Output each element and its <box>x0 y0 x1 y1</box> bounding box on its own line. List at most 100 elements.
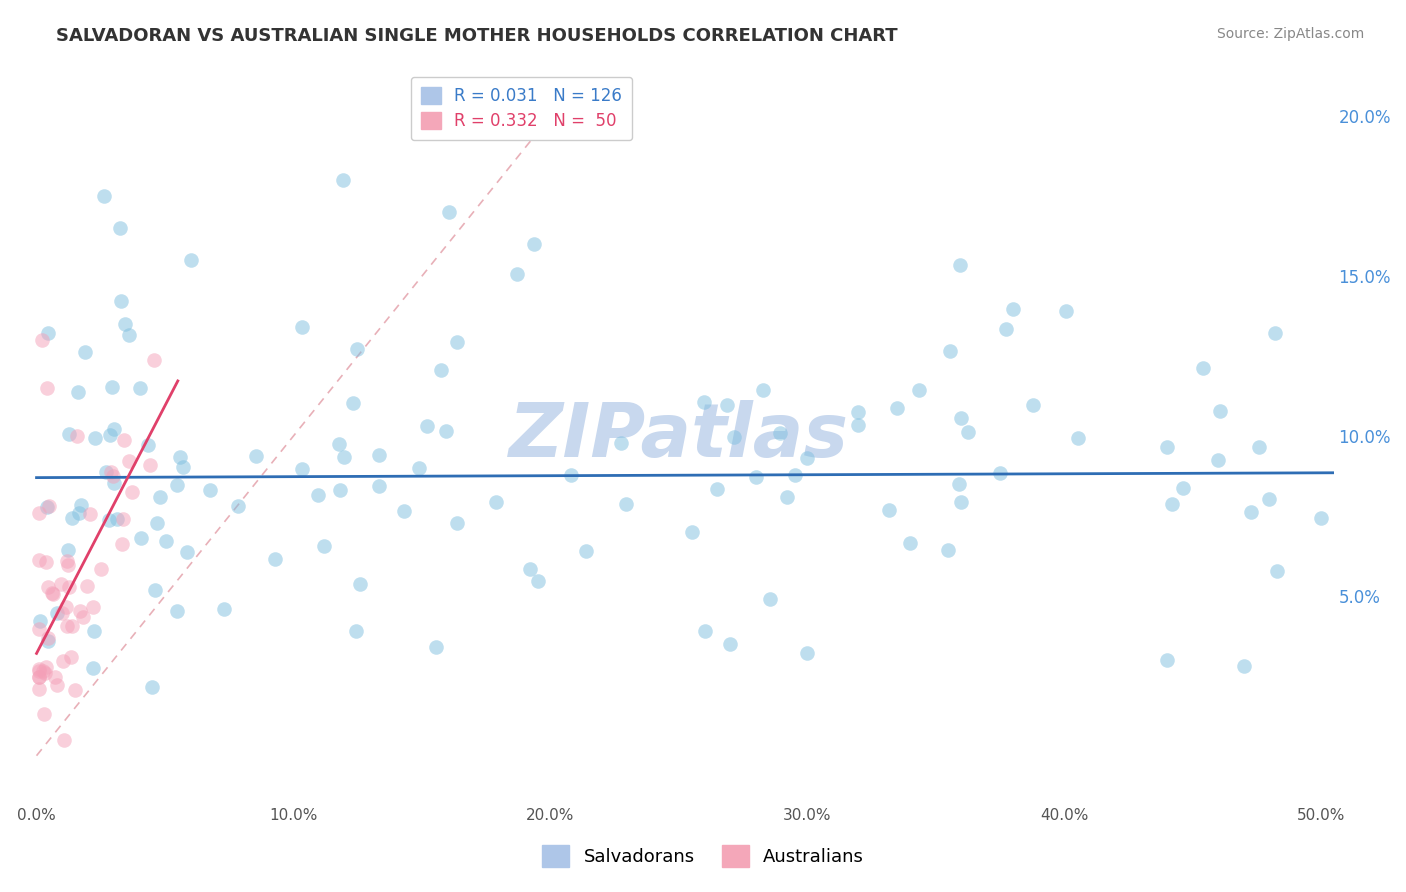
Point <box>796 647 818 661</box>
Point <box>560 468 582 483</box>
Point <box>180 253 202 268</box>
Point <box>46 678 69 692</box>
Point <box>145 516 167 531</box>
Point <box>1209 404 1232 418</box>
Point <box>307 488 329 502</box>
Point <box>56 558 79 572</box>
Point <box>70 498 93 512</box>
Point <box>1240 505 1263 519</box>
Point <box>28 662 51 676</box>
Point <box>907 383 929 397</box>
Point <box>328 437 350 451</box>
Point <box>198 483 221 497</box>
Point <box>84 431 107 445</box>
Point <box>28 623 51 637</box>
Point <box>936 542 959 557</box>
Point <box>58 580 80 594</box>
Point <box>98 427 121 442</box>
Point <box>105 512 128 526</box>
Point <box>55 554 77 568</box>
Point <box>67 506 90 520</box>
Point <box>35 500 58 515</box>
Point <box>848 418 870 433</box>
Point <box>439 205 461 219</box>
Point <box>329 483 352 498</box>
Point <box>112 433 135 447</box>
Point <box>41 586 63 600</box>
Point <box>28 670 51 684</box>
Point <box>37 633 59 648</box>
Point <box>76 579 98 593</box>
Point <box>291 320 314 334</box>
Point <box>485 495 508 509</box>
Point <box>939 343 962 358</box>
Point <box>128 381 150 395</box>
Point <box>100 465 122 479</box>
Point <box>114 318 136 332</box>
Point <box>143 353 166 368</box>
Point <box>1156 653 1178 667</box>
Point <box>79 508 101 522</box>
Point <box>96 465 118 479</box>
Point <box>1001 302 1024 317</box>
Point <box>82 661 104 675</box>
Point <box>51 606 73 620</box>
Point <box>693 394 716 409</box>
Point <box>1021 398 1043 412</box>
Legend: Salvadorans, Australians: Salvadorans, Australians <box>534 838 872 874</box>
Point <box>776 490 799 504</box>
Point <box>166 604 188 618</box>
Point <box>430 362 453 376</box>
Point <box>37 326 59 340</box>
Point <box>97 513 120 527</box>
Point <box>950 494 973 508</box>
Point <box>169 450 191 464</box>
Point <box>1156 440 1178 454</box>
Point <box>212 602 235 616</box>
Point <box>681 524 703 539</box>
Point <box>425 640 447 655</box>
Point <box>693 624 716 638</box>
Point <box>34 555 56 569</box>
Text: ZIPatlas: ZIPatlas <box>509 400 849 473</box>
Point <box>111 536 134 550</box>
Point <box>995 322 1018 336</box>
Point <box>333 450 356 464</box>
Point <box>93 189 115 203</box>
Point <box>1206 453 1229 467</box>
Point <box>783 467 806 482</box>
Point <box>44 670 66 684</box>
Point <box>35 660 58 674</box>
Point <box>110 293 132 308</box>
Point <box>848 404 870 418</box>
Point <box>31 664 53 678</box>
Point <box>46 607 69 621</box>
Point <box>35 381 58 395</box>
Point <box>172 460 194 475</box>
Point <box>519 562 541 576</box>
Point <box>56 618 79 632</box>
Point <box>1233 659 1256 673</box>
Point <box>60 511 83 525</box>
Point <box>769 425 792 440</box>
Point <box>37 631 59 645</box>
Point <box>408 460 430 475</box>
Point <box>101 379 124 393</box>
Point <box>898 536 921 550</box>
Point <box>155 533 177 548</box>
Point <box>948 258 970 272</box>
Point <box>58 426 80 441</box>
Point <box>143 582 166 597</box>
Point <box>55 600 77 615</box>
Point <box>136 438 159 452</box>
Point <box>226 499 249 513</box>
Point <box>38 499 60 513</box>
Point <box>30 614 52 628</box>
Point <box>82 600 104 615</box>
Legend: R = 0.031   N = 126, R = 0.332   N =  50: R = 0.031 N = 126, R = 0.332 N = 50 <box>411 77 633 140</box>
Point <box>723 430 745 444</box>
Point <box>56 542 79 557</box>
Point <box>139 458 162 472</box>
Point <box>103 475 125 490</box>
Point <box>66 385 89 400</box>
